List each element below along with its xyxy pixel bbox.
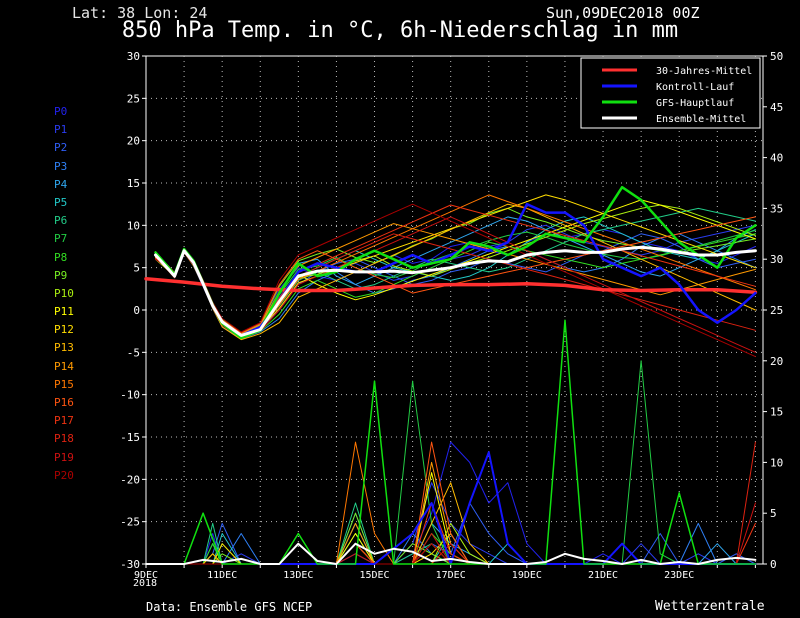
y-left-tick-label: 10 bbox=[127, 219, 140, 232]
ensemble-mittel-line bbox=[154, 245, 757, 337]
member-label-p11: P11 bbox=[54, 305, 74, 319]
x-tick-label: 13DEC bbox=[283, 570, 313, 581]
y-right-tick-label: 20 bbox=[770, 355, 783, 368]
member-label-p18: P18 bbox=[54, 432, 74, 446]
x-tick-label: 19DEC bbox=[512, 570, 542, 581]
member-label-p10: P10 bbox=[54, 286, 74, 300]
y-left-tick-label: 0 bbox=[133, 304, 140, 317]
y-right-tick-label: 35 bbox=[770, 202, 783, 215]
y-left-tick-label: -30 bbox=[120, 558, 140, 571]
y-right-tick-label: 50 bbox=[770, 50, 783, 63]
30-jahres-mittel-line bbox=[144, 276, 758, 294]
brand-label: Wetterzentrale bbox=[655, 599, 765, 614]
legend-label: GFS-Hauptlauf bbox=[656, 98, 734, 109]
data-source-label: Data: Ensemble GFS NCEP bbox=[146, 600, 313, 614]
y-right-tick-label: 15 bbox=[770, 406, 783, 419]
member-precip-line bbox=[155, 502, 756, 565]
y-right-tick-label: 10 bbox=[770, 456, 783, 469]
member-label-p12: P12 bbox=[54, 323, 74, 337]
y-left-tick-label: -20 bbox=[120, 473, 140, 486]
y-left-tick-label: 15 bbox=[127, 177, 140, 190]
member-temp-line bbox=[155, 203, 756, 341]
y-right-tick-label: 25 bbox=[770, 304, 783, 317]
y-right-tick-label: 40 bbox=[770, 152, 783, 165]
legend-label: 30-Jahres-Mittel bbox=[656, 66, 752, 77]
x-tick-label: 21DEC bbox=[588, 570, 618, 581]
member-label-p0: P0 bbox=[54, 105, 68, 118]
member-list: P0 P1 P2 P3 P4 P5 P6 P7 P8 P9 P10 P11 P12 P13 P14 P15 P1… bbox=[54, 103, 74, 485]
member-label-p2: P2 bbox=[54, 141, 68, 155]
member-temp-line bbox=[155, 216, 756, 334]
x-tick-label: 17DEC bbox=[436, 570, 466, 581]
x-tick-label: 9DEC bbox=[134, 570, 158, 581]
y-left-tick-label: -15 bbox=[120, 431, 140, 444]
member-precip-line bbox=[155, 502, 756, 565]
x-tick-label: 23DEC bbox=[664, 570, 694, 581]
member-label-p19: P19 bbox=[54, 450, 74, 464]
plot-frame bbox=[145, 55, 764, 565]
member-label-p15: P15 bbox=[54, 377, 74, 391]
legend-label: Ensemble-Mittel bbox=[656, 114, 746, 125]
member-label-p17: P17 bbox=[54, 414, 74, 428]
member-precip-line bbox=[155, 502, 756, 565]
member-label-p9: P9 bbox=[54, 268, 68, 282]
member-label-p8: P8 bbox=[54, 250, 68, 264]
member-label-p3: P3 bbox=[54, 159, 68, 173]
member-precip-line bbox=[155, 502, 756, 565]
member-label-p4: P4 bbox=[54, 177, 68, 191]
chart-title: 850 hPa Temp. in °C, 6h-Niederschlag in … bbox=[121, 18, 679, 43]
x-tick-label: 15DEC bbox=[359, 570, 389, 581]
y-left-tick-label: -10 bbox=[120, 389, 140, 402]
y-right-tick-label: 0 bbox=[770, 558, 777, 571]
legend-label: Kontroll-Lauf bbox=[656, 82, 734, 93]
y-left-tick-label: 30 bbox=[127, 50, 140, 63]
location-label: Lat: 38 Lon: 24 bbox=[72, 4, 208, 22]
member-label-p13: P13 bbox=[54, 341, 74, 355]
member-label-p5: P5 bbox=[54, 195, 68, 209]
y-right-tick-label: 45 bbox=[770, 101, 783, 114]
y-left-tick-label: -25 bbox=[120, 516, 140, 529]
member-label-p16: P16 bbox=[54, 396, 74, 409]
ensemble-mittel-precipitation-line bbox=[145, 542, 757, 565]
member-temp-line bbox=[155, 229, 756, 336]
y-right-tick-label: 5 bbox=[770, 507, 777, 520]
member-label-p20: P20 bbox=[54, 468, 74, 482]
control-precip-line bbox=[259, 451, 757, 565]
member-label-p1: P1 bbox=[54, 123, 68, 137]
member-temp-line bbox=[155, 203, 756, 358]
member-label-p14: P14 bbox=[54, 359, 74, 373]
y-left-tick-label: 5 bbox=[133, 262, 140, 275]
y-left-tick-label: 25 bbox=[127, 92, 140, 105]
year-label: 2018 bbox=[133, 578, 158, 589]
member-temp-line bbox=[155, 216, 756, 337]
y-right-tick-label: 30 bbox=[770, 253, 783, 266]
member-label-p7: P7 bbox=[54, 232, 68, 246]
run-time-label: Sun,09DEC2018 00Z bbox=[546, 4, 700, 22]
member-precip-line bbox=[155, 360, 756, 565]
y-left-tick-label: -5 bbox=[127, 346, 140, 359]
y-left-tick-label: 20 bbox=[127, 135, 140, 148]
member-label-p6: P6 bbox=[54, 214, 68, 228]
x-tick-label: 11DEC bbox=[207, 570, 237, 581]
